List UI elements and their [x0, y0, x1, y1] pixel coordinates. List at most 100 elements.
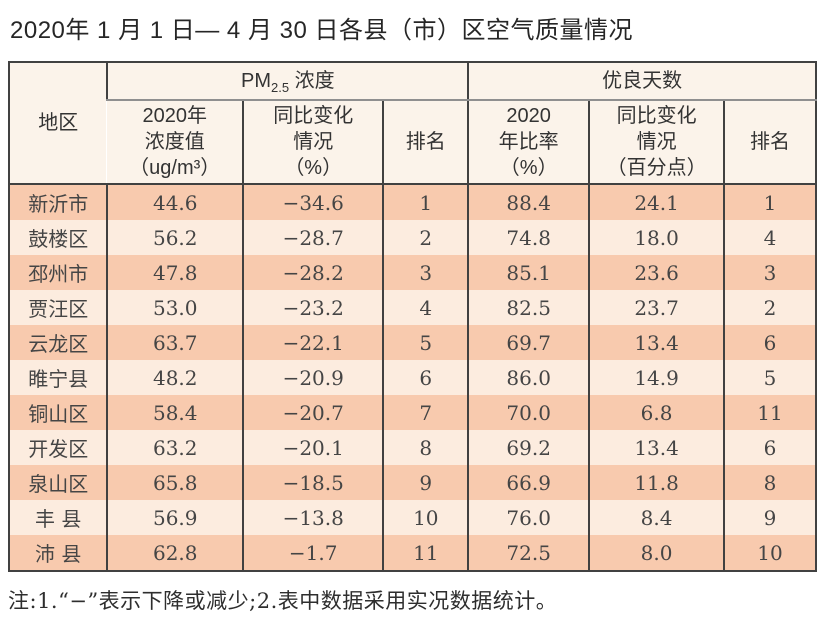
good-rate-cell: 72.5: [467, 535, 590, 571]
pm-rank-cell: 7: [382, 395, 469, 430]
good-rate-cell: 88.4: [467, 184, 590, 220]
good-change-cell: 6.8: [588, 395, 724, 430]
good-change-header: 同比变化 情况 （百分点）: [588, 100, 724, 185]
good-rate-cell: 86.0: [467, 360, 590, 395]
pm-value-header: 2020年 浓度值 （ug/m³）: [107, 100, 244, 185]
pm-value-cell: 48.2: [106, 360, 244, 395]
good-change-cell: 13.4: [588, 325, 724, 360]
table-row: 沛 县 62.8 −1.7 11 72.5 8.0 10: [9, 535, 816, 571]
pm-rank-cell: 9: [382, 465, 469, 500]
pm-change-cell: −23.2: [242, 290, 384, 325]
pm-rank-cell: 6: [382, 360, 469, 395]
region-cell: 睢宁县: [28, 367, 89, 391]
table-row: 云龙区 63.7 −22.1 5 69.7 13.4 6: [9, 325, 816, 360]
region-cell: 云龙区: [28, 332, 89, 356]
good-change-cell: 18.0: [588, 220, 724, 255]
pm-value-cell: 44.6: [106, 184, 244, 220]
good-rate-cell: 76.0: [467, 500, 590, 535]
good-rate-cell: 82.5: [467, 290, 590, 325]
table-row: 鼓楼区 56.2 −28.7 2 74.8 18.0 4: [9, 220, 816, 255]
good-rate-cell: 85.1: [467, 255, 590, 290]
page-title: 2020年 1 月 1 日— 4 月 30 日各县（市）区空气质量情况: [10, 17, 633, 44]
good-change-cell: 23.7: [588, 290, 724, 325]
pm25-label-suffix: 浓度: [289, 70, 335, 92]
pm25-label-subscript: 2.5: [270, 80, 290, 95]
pm25-label-prefix: PM: [240, 70, 271, 92]
pm-rank-cell: 10: [382, 500, 469, 535]
pm-value-cell: 63.2: [106, 430, 244, 465]
good-rank-cell: 6: [722, 325, 816, 360]
pm-change-cell: −28.7: [242, 220, 384, 255]
good-rank-cell: 4: [722, 220, 816, 255]
pm-change-cell: −20.1: [242, 430, 384, 465]
pm-change-cell: −13.8: [242, 500, 384, 535]
region-header-cell: 地区: [9, 62, 108, 185]
good-rank-cell: 1: [722, 184, 816, 220]
region-cell: 鼓楼区: [28, 227, 89, 251]
table-body: 新沂市 44.6 −34.6 1 88.4 24.1 1 鼓楼区 56.2 −28.7 2 74.8 1…: [9, 184, 816, 571]
good-rate-cell: 70.0: [467, 395, 590, 430]
good-rate-cell: 69.2: [467, 430, 590, 465]
good-change-cell: 8.4: [588, 500, 724, 535]
pm-value-cell: 56.9: [106, 500, 244, 535]
good-change-cell: 23.6: [588, 255, 724, 290]
pm-value-cell: 53.0: [106, 290, 244, 325]
table-row: 泉山区 65.8 −18.5 9 66.9 11.8 8: [9, 465, 816, 500]
good-rate-cell: 74.8: [467, 220, 590, 255]
good-rank-cell: 10: [722, 535, 816, 571]
good-rank-cell: 8: [722, 465, 816, 500]
pm-change-header: 同比变化 情况 （%）: [242, 100, 384, 185]
group-header-row: 地区 PM2.5 浓度 优良天数: [9, 62, 816, 185]
pm-value-cell: 56.2: [106, 220, 244, 255]
column-header-row: 2020年 浓度值 （ug/m³） 同比变化 情况 （%） 排名 2020 年比…: [9, 100, 816, 185]
pm-value-cell: 47.8: [106, 255, 244, 290]
pm-value-cell: 62.8: [106, 535, 244, 571]
region-cell: 泉山区: [28, 472, 89, 496]
good-rank-header: 排名: [722, 100, 816, 185]
table-row: 睢宁县 48.2 −20.9 6 86.0 14.9 5: [9, 360, 816, 395]
pm-change-cell: −28.2: [242, 255, 384, 290]
pm-rank-cell: 1: [382, 184, 469, 220]
table-header: 地区 PM2.5 浓度 优良天数 2020年 浓度值 （ug/m³） 同比变化 …: [9, 62, 816, 185]
good-change-cell: 24.1: [588, 184, 724, 220]
region-cell: 邳州市: [28, 262, 89, 286]
pm-rank-cell: 8: [382, 430, 469, 465]
region-cell: 沛 县: [35, 542, 82, 566]
pm-change-cell: −20.7: [242, 395, 384, 430]
region-cell: 新沂市: [28, 192, 89, 216]
good-rank-cell: 5: [722, 360, 816, 395]
good-rate-header: 2020 年比率 （%）: [467, 100, 590, 185]
pm-rank-header: 排名: [382, 100, 469, 185]
table-row: 铜山区 58.4 −20.7 7 70.0 6.8 11: [9, 395, 816, 430]
pm-rank-cell: 5: [382, 325, 469, 360]
pm-rank-cell: 4: [382, 290, 469, 325]
good-days-group-header: 优良天数: [467, 62, 816, 101]
region-cell: 贾汪区: [28, 297, 89, 321]
footnote: 注:1.“−”表示下降或减少;2.表中数据采用实况数据统计。: [8, 589, 558, 613]
pm-rank-cell: 2: [382, 220, 469, 255]
region-cell: 丰 县: [35, 507, 82, 531]
pm-value-cell: 65.8: [106, 465, 244, 500]
table-row: 贾汪区 53.0 −23.2 4 82.5 23.7 2: [9, 290, 816, 325]
pm-value-cell: 58.4: [106, 395, 244, 430]
good-rank-cell: 6: [722, 430, 816, 465]
table-row: 邳州市 47.8 −28.2 3 85.1 23.6 3: [9, 255, 816, 290]
good-rank-cell: 11: [722, 395, 816, 430]
table-row: 开发区 63.2 −20.1 8 69.2 13.4 6: [9, 430, 816, 465]
pm-change-cell: −18.5: [242, 465, 384, 500]
region-cell: 开发区: [28, 437, 89, 461]
pm25-group-header: PM2.5 浓度: [106, 62, 469, 101]
pm-change-cell: −1.7: [242, 535, 384, 571]
pm-rank-cell: 3: [382, 255, 469, 290]
region-cell: 铜山区: [28, 402, 89, 426]
good-rank-cell: 2: [722, 290, 816, 325]
good-change-cell: 13.4: [588, 430, 724, 465]
pm-rank-cell: 11: [382, 535, 469, 571]
pm-value-cell: 63.7: [106, 325, 244, 360]
good-rank-cell: 9: [722, 500, 816, 535]
pm-change-cell: −20.9: [242, 360, 384, 395]
good-rate-cell: 66.9: [467, 465, 590, 500]
good-rate-cell: 69.7: [467, 325, 590, 360]
air-quality-table: 地区 PM2.5 浓度 优良天数 2020年 浓度值 （ug/m³） 同比变化 …: [8, 61, 817, 572]
